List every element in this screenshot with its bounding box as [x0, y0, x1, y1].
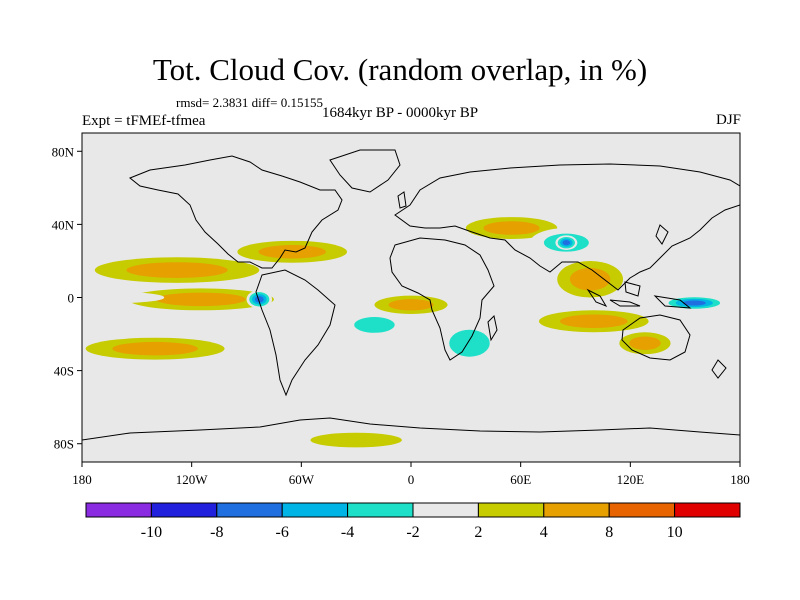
- contour-band: [560, 314, 628, 329]
- field-feature: [82, 317, 238, 333]
- field-feature: [555, 235, 578, 250]
- field-feature: [341, 312, 408, 338]
- field-feature: [85, 337, 225, 360]
- colorbar-swatch: [281, 502, 349, 518]
- colorbar-swatch: [674, 502, 741, 518]
- colorbar-label: 4: [540, 524, 548, 541]
- y-axis: 80N 40N 0 40S 80S: [52, 144, 82, 452]
- contour-band: [126, 262, 228, 278]
- y-tick-label: 40S: [54, 364, 74, 379]
- colorbar-swatch: [150, 502, 218, 518]
- season-label: DJF: [715, 112, 741, 128]
- y-tick-label: 80S: [54, 437, 74, 452]
- contour-band: [629, 336, 661, 350]
- contour-band: [502, 346, 594, 366]
- colorbar-label: -8: [210, 524, 223, 541]
- rmsd-stats: rmsd= 2.3831 diff= 0.15155: [176, 95, 323, 110]
- field-feature: [661, 295, 728, 311]
- field-feature: [465, 217, 558, 240]
- y-tick-label: 40N: [52, 217, 75, 232]
- colorbar-label: -2: [406, 524, 419, 541]
- colorbar-swatch: [543, 502, 610, 518]
- y-tick-label: 0: [68, 291, 75, 306]
- y-tick-label: 80N: [52, 144, 75, 159]
- x-axis: 180 120W 60W 0 60E 120E 180: [72, 462, 750, 487]
- colorbar-label: -4: [341, 524, 354, 541]
- field-feature: [557, 260, 624, 298]
- colorbar-label: 8: [605, 524, 613, 541]
- colorbar-label: 10: [667, 524, 683, 541]
- field-feature: [127, 288, 274, 311]
- field-feature: [94, 257, 260, 283]
- x-tick-label: 180: [72, 472, 92, 487]
- contour-band: [449, 329, 490, 357]
- contour-band: [82, 292, 165, 303]
- field-feature: [619, 332, 671, 355]
- contour-band: [354, 317, 395, 333]
- colorbar-swatch: [412, 502, 479, 518]
- anomaly-field: [82, 217, 728, 448]
- contour-band: [483, 221, 540, 235]
- x-tick-label: 180: [730, 472, 750, 487]
- contour-band: [682, 300, 706, 306]
- field-feature: [502, 346, 594, 366]
- field-feature: [82, 292, 165, 303]
- contour-band: [388, 299, 434, 311]
- field-feature: [374, 295, 448, 314]
- x-tick-label: 0: [408, 472, 415, 487]
- x-tick-label: 60W: [289, 472, 315, 487]
- contour-band: [310, 432, 402, 448]
- colorbar: -10 -8 -6 -4 -2 2 4 8 10: [85, 502, 741, 541]
- colorbar-label: 2: [474, 524, 482, 541]
- contour-band: [82, 317, 238, 333]
- x-tick-label: 120W: [176, 472, 209, 487]
- field-feature: [436, 321, 503, 366]
- x-tick-label: 60E: [510, 472, 531, 487]
- colorbar-swatch: [85, 502, 152, 518]
- colorbar-swatch: [216, 502, 283, 518]
- contour-band: [112, 341, 198, 356]
- colorbar-swatch: [347, 502, 414, 518]
- colorbar-swatch: [477, 502, 545, 518]
- field-feature: [310, 432, 402, 448]
- chart-title: Tot. Cloud Cov. (random overlap, in %): [152, 52, 648, 87]
- contour-band: [254, 296, 264, 303]
- field-feature: [246, 290, 273, 309]
- period-label: 1684kyr BP - 0000kyr BP: [322, 105, 479, 121]
- field-feature: [538, 310, 649, 333]
- contour-band: [155, 292, 246, 307]
- contour-band: [569, 267, 611, 291]
- x-tick-label: 120E: [617, 472, 645, 487]
- colorbar-swatch: [608, 502, 676, 518]
- coastlines: [82, 149, 740, 462]
- contour-band: [562, 240, 571, 246]
- experiment-label: Expt = tFMEf-tfmea: [82, 113, 206, 129]
- colorbar-label: -6: [276, 524, 289, 541]
- colorbar-label: -10: [141, 524, 162, 541]
